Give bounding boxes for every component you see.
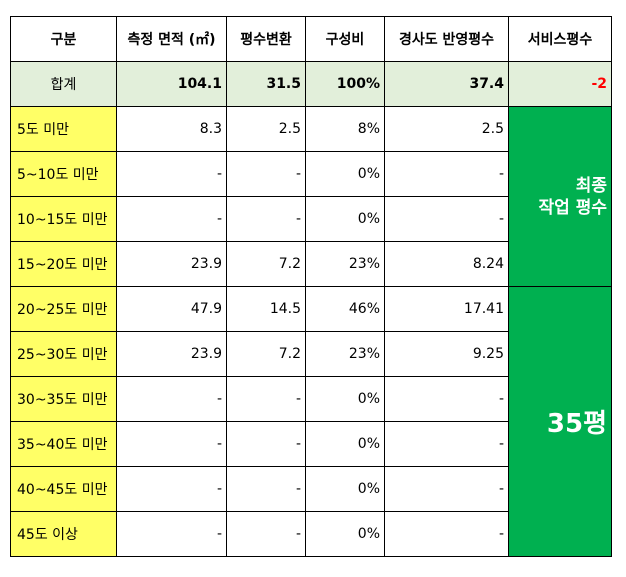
row-adjusted: - [384, 511, 509, 557]
row-ratio: 23% [305, 331, 385, 377]
row-adjusted: 2.5 [384, 106, 509, 152]
total-ratio: 100% [305, 61, 385, 107]
row-category: 20~25도 미만 [10, 286, 117, 332]
table-row: 5도 미만 8.3 2.5 8% 2.5 최종 작업 평수 [10, 106, 612, 287]
header-area: 측정 면적 (㎡) [116, 16, 227, 62]
table-row: 15~20도 미만 23.9 7.2 23% 8.24 [10, 241, 612, 287]
row-area: - [116, 511, 227, 557]
final-value-cell: 35평 [508, 286, 612, 557]
row-adjusted: 17.41 [384, 286, 509, 332]
total-row: 합계 104.1 31.5 100% 37.4 -2 [10, 61, 612, 107]
row-ratio: 0% [305, 421, 385, 467]
row-category: 15~20도 미만 [10, 241, 117, 287]
row-pyeong: - [226, 511, 306, 557]
row-adjusted: - [384, 466, 509, 512]
row-area: 8.3 [116, 106, 227, 152]
row-pyeong: 2.5 [226, 106, 306, 152]
total-adjusted: 37.4 [384, 61, 509, 107]
total-pyeong: 31.5 [226, 61, 306, 107]
row-pyeong: 7.2 [226, 241, 306, 287]
row-pyeong: - [226, 376, 306, 422]
header-adjusted: 경사도 반영평수 [384, 16, 509, 62]
slope-area-table: 구분 측정 면적 (㎡) 평수변환 구성비 경사도 반영평수 서비스평수 합계 … [10, 16, 612, 557]
row-area: 47.9 [116, 286, 227, 332]
row-adjusted: - [384, 151, 509, 197]
row-area: - [116, 196, 227, 242]
row-pyeong: - [226, 466, 306, 512]
row-ratio: 0% [305, 376, 385, 422]
row-ratio: 46% [305, 286, 385, 332]
header-pyeong: 평수변환 [226, 16, 306, 62]
row-adjusted: 9.25 [384, 331, 509, 377]
header-category: 구분 [10, 16, 117, 62]
row-category: 5도 미만 [10, 106, 117, 152]
row-pyeong: - [226, 151, 306, 197]
table-row: 35~40도 미만 - - 0% - [10, 421, 612, 467]
row-ratio: 0% [305, 511, 385, 557]
row-adjusted: - [384, 376, 509, 422]
header-row: 구분 측정 면적 (㎡) 평수변환 구성비 경사도 반영평수 서비스평수 [10, 16, 612, 62]
header-ratio: 구성비 [305, 16, 385, 62]
row-category: 5~10도 미만 [10, 151, 117, 197]
row-area: - [116, 421, 227, 467]
row-pyeong: - [226, 421, 306, 467]
row-area: - [116, 151, 227, 197]
row-category: 40~45도 미만 [10, 466, 117, 512]
row-pyeong: - [226, 196, 306, 242]
row-area: - [116, 466, 227, 512]
row-ratio: 0% [305, 151, 385, 197]
table-row: 45도 이상 - - 0% - [10, 511, 612, 557]
row-category: 30~35도 미만 [10, 376, 117, 422]
final-label-line1: 최종 [575, 175, 607, 196]
table-row: 20~25도 미만 47.9 14.5 46% 17.41 35평 [10, 286, 612, 557]
row-category: 10~15도 미만 [10, 196, 117, 242]
table-row: 40~45도 미만 - - 0% - [10, 466, 612, 512]
row-category: 35~40도 미만 [10, 421, 117, 467]
row-pyeong: 14.5 [226, 286, 306, 332]
final-label-cell: 최종 작업 평수 [508, 106, 612, 287]
total-label: 합계 [10, 61, 117, 107]
row-adjusted: 8.24 [384, 241, 509, 287]
row-area: 23.9 [116, 241, 227, 287]
total-area: 104.1 [116, 61, 227, 107]
row-ratio: 0% [305, 196, 385, 242]
row-adjusted: - [384, 196, 509, 242]
final-label-line2: 작업 평수 [538, 197, 607, 218]
row-area: 23.9 [116, 331, 227, 377]
row-category: 45도 이상 [10, 511, 117, 557]
row-pyeong: 7.2 [226, 331, 306, 377]
row-area: - [116, 376, 227, 422]
total-service: -2 [508, 61, 612, 107]
table-row: 5~10도 미만 - - 0% - [10, 151, 612, 197]
row-ratio: 8% [305, 106, 385, 152]
row-ratio: 0% [305, 466, 385, 512]
header-service: 서비스평수 [508, 16, 612, 62]
row-category: 25~30도 미만 [10, 331, 117, 377]
row-adjusted: - [384, 421, 509, 467]
row-ratio: 23% [305, 241, 385, 287]
